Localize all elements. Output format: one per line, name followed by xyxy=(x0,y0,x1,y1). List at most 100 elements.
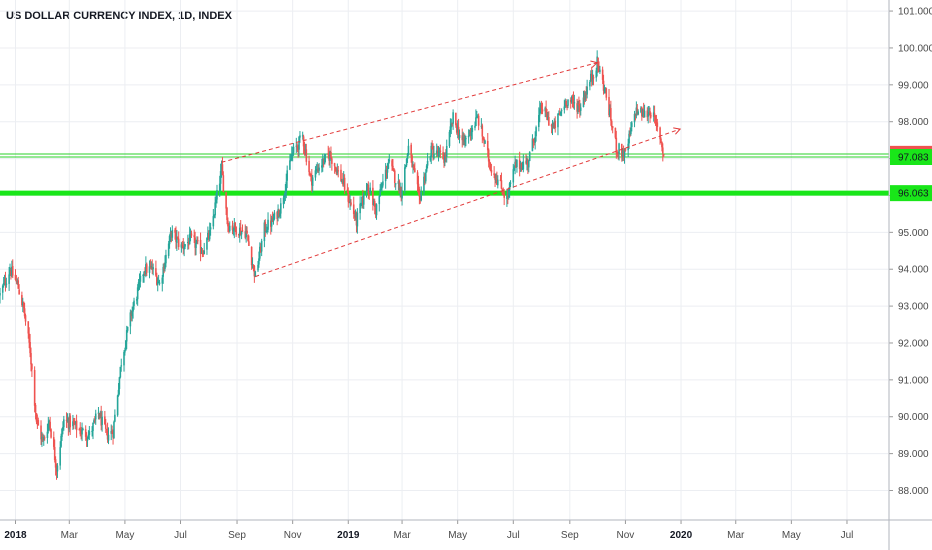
candle-body xyxy=(456,126,459,132)
candle-body xyxy=(516,159,518,168)
candle-body xyxy=(104,424,107,429)
candle-body xyxy=(403,167,406,191)
candle-body xyxy=(259,246,262,253)
candle-body xyxy=(60,435,62,447)
chart-title: US DOLLAR CURRENCY INDEX, 1D, INDEX xyxy=(6,10,232,22)
candle-body xyxy=(277,209,279,219)
candle-body xyxy=(474,125,476,128)
candle-body xyxy=(475,117,477,127)
x-tick-label: May xyxy=(448,530,467,541)
candle-body xyxy=(52,437,55,447)
candle-body xyxy=(304,149,307,151)
candle-body xyxy=(270,217,273,227)
candle-body xyxy=(591,77,594,79)
candle-body xyxy=(92,422,94,432)
candle-body xyxy=(589,73,592,82)
candle-body xyxy=(78,429,81,431)
candle-body xyxy=(662,154,665,156)
y-tick-label: 92.000 xyxy=(898,338,929,349)
candle-body xyxy=(85,437,88,440)
candle-body xyxy=(526,159,528,164)
candle-body xyxy=(368,192,371,195)
candle-body xyxy=(324,153,327,156)
candle-body xyxy=(119,366,122,378)
candle-body xyxy=(336,169,339,174)
candle-body xyxy=(310,173,312,177)
candle-body xyxy=(114,414,116,422)
candle-body xyxy=(29,341,31,354)
candle-body xyxy=(331,158,333,164)
candle-body xyxy=(623,149,626,158)
candle-body xyxy=(53,446,56,461)
candle-body xyxy=(189,233,192,235)
candle-body xyxy=(41,437,43,440)
candle-body xyxy=(598,65,600,72)
candle-body xyxy=(476,116,479,118)
candle-body xyxy=(263,222,266,242)
candle-body xyxy=(566,104,568,106)
candle-body xyxy=(180,244,183,248)
trend-arrow-icon xyxy=(673,127,682,135)
candle-body xyxy=(18,289,20,295)
candle-body xyxy=(558,112,561,115)
candle-body xyxy=(187,241,189,244)
candle-body xyxy=(42,437,44,441)
candle-body xyxy=(604,87,607,89)
candle-body xyxy=(487,149,490,162)
candle-body xyxy=(50,429,52,438)
candle-body xyxy=(642,109,645,118)
candle-body xyxy=(212,216,215,227)
candle-body xyxy=(412,165,414,167)
candle-body xyxy=(527,160,530,168)
candle-body xyxy=(518,159,521,169)
candle-body xyxy=(500,180,503,189)
candle-body xyxy=(554,120,557,129)
candle-body xyxy=(533,141,536,143)
candle-body xyxy=(143,272,145,277)
candle-body xyxy=(414,168,416,173)
candle-body xyxy=(309,173,311,175)
price-axis: 101.000100.00099.00098.00097.00096.00095… xyxy=(888,0,932,550)
candle-body xyxy=(614,127,617,138)
candle-body xyxy=(36,420,39,422)
candle-body xyxy=(506,195,508,199)
candle-body xyxy=(66,420,69,422)
candle-body xyxy=(11,266,13,276)
candle-body xyxy=(220,164,223,171)
x-tick-label: Sep xyxy=(561,530,579,541)
candle-body xyxy=(225,192,227,209)
candle-body xyxy=(259,246,261,259)
candle-body xyxy=(214,202,216,216)
candle-body xyxy=(107,434,110,441)
candle-body xyxy=(538,108,541,116)
candle-body xyxy=(74,421,77,424)
candle-body xyxy=(289,160,291,170)
candle-body xyxy=(156,275,158,285)
candle-body xyxy=(296,146,299,148)
candle-body xyxy=(361,196,363,205)
candle-body xyxy=(8,274,10,284)
y-tick-label: 98.000 xyxy=(898,117,929,128)
candle-body xyxy=(94,419,96,421)
candle-body xyxy=(267,219,269,230)
candle-body xyxy=(106,430,109,440)
candle-body xyxy=(282,197,285,205)
candle-body xyxy=(573,102,576,104)
x-tick-label: 2018 xyxy=(4,530,27,541)
candle-body xyxy=(118,377,121,389)
candle-body xyxy=(641,109,644,117)
candle-body xyxy=(37,420,40,426)
candle-body xyxy=(444,156,446,163)
candle-body xyxy=(241,230,244,232)
candle-body xyxy=(367,184,370,193)
candle-body xyxy=(503,194,505,198)
candle-body xyxy=(484,140,486,144)
candle-body xyxy=(9,270,11,275)
candle-body xyxy=(507,195,509,197)
candle-body xyxy=(527,160,529,167)
candle-body xyxy=(362,197,364,205)
candle-body xyxy=(508,183,511,190)
candle-body xyxy=(250,246,253,266)
